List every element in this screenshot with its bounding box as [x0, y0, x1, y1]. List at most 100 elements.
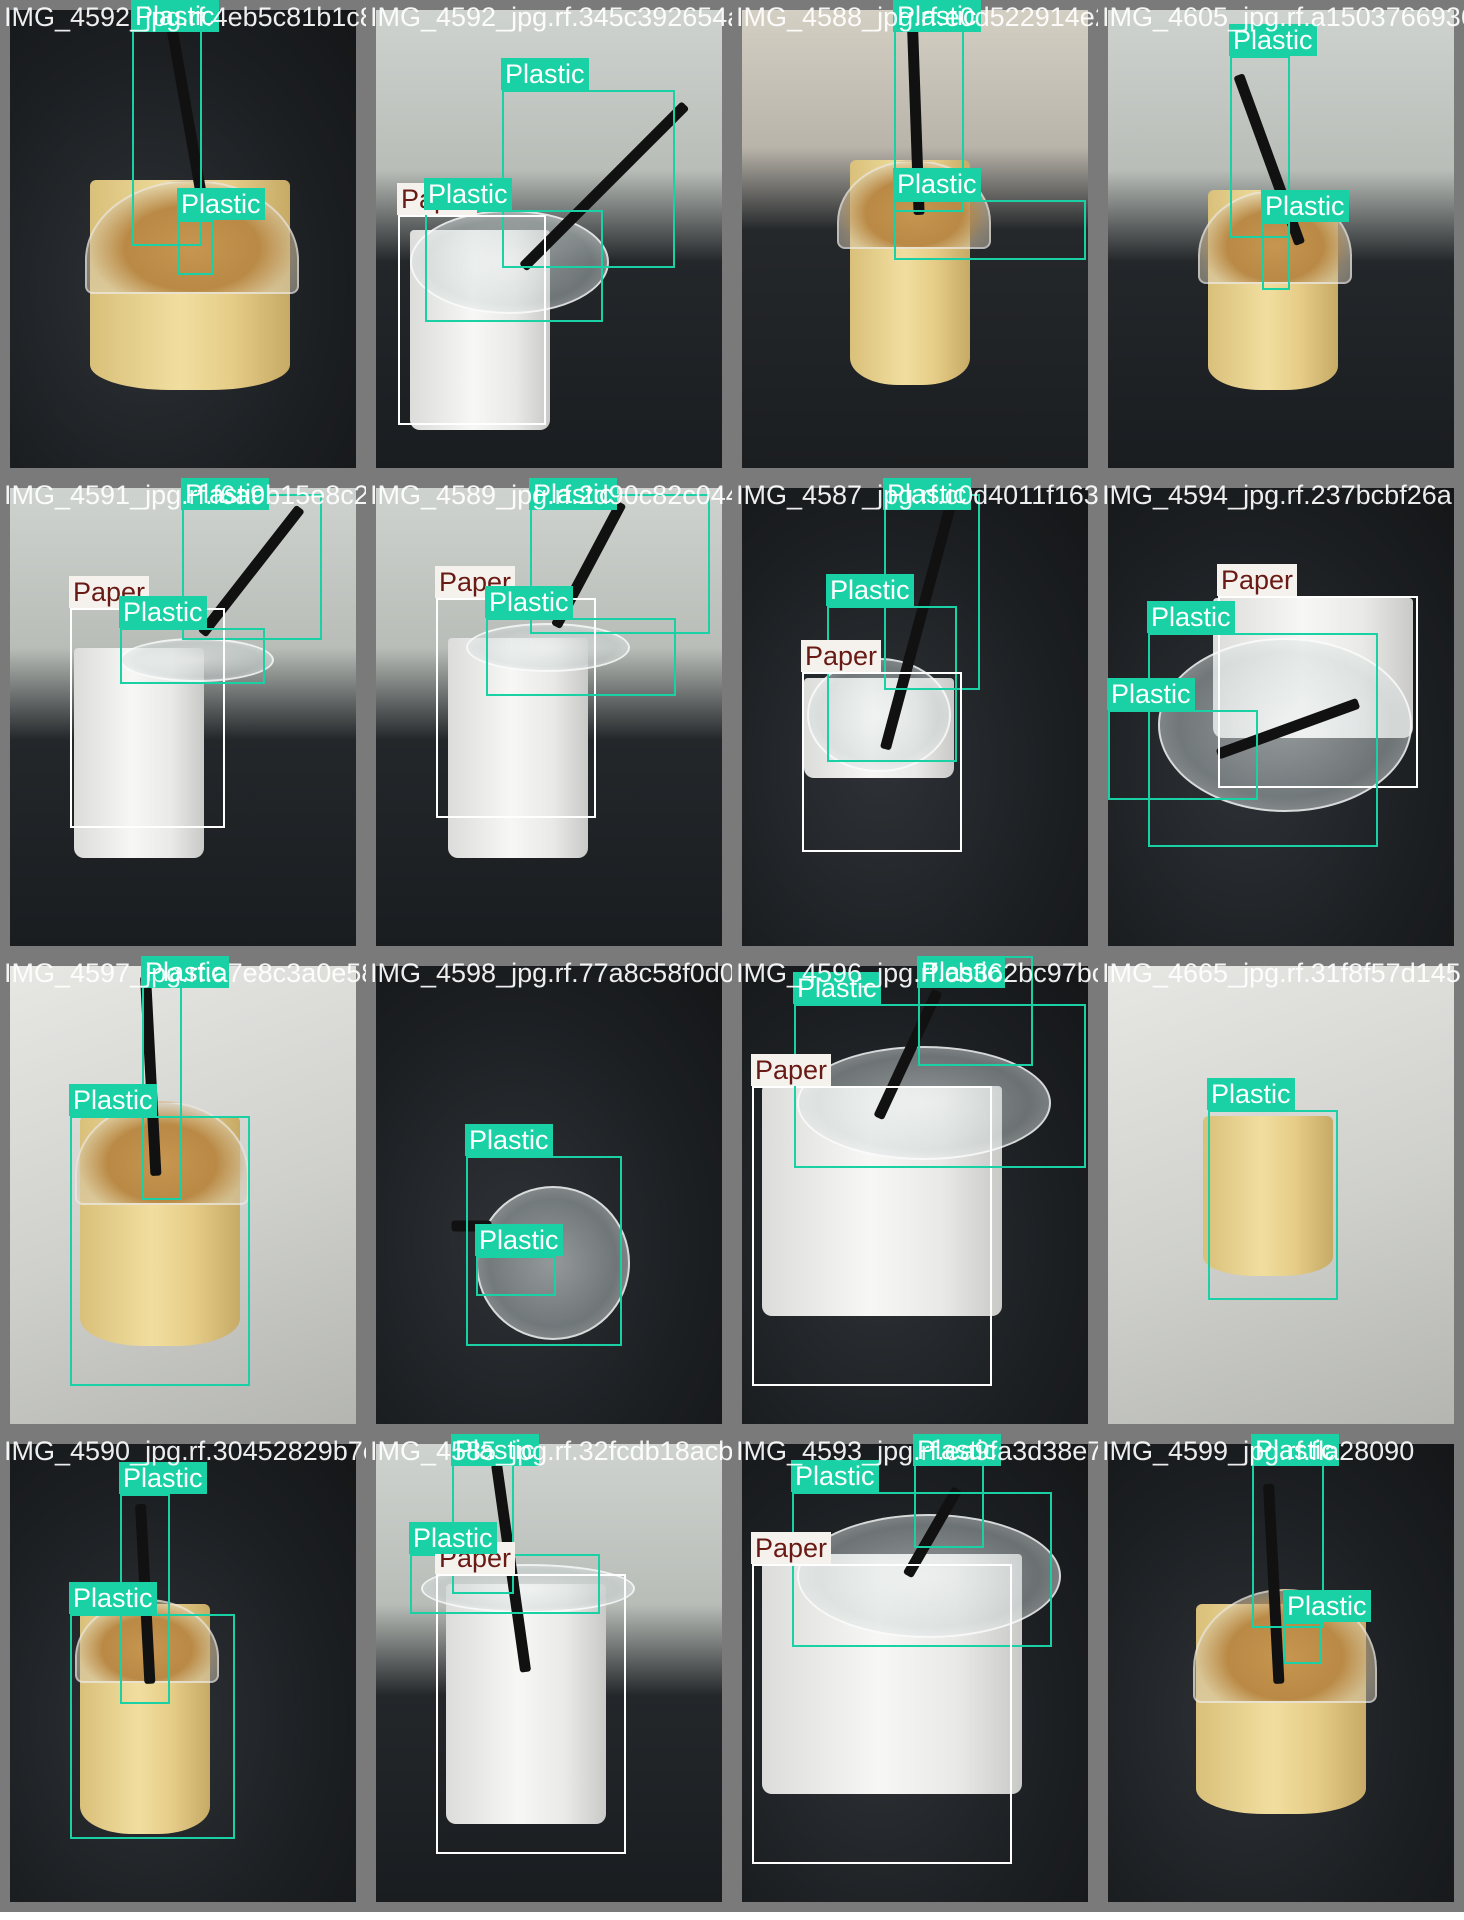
paper-bounding-box: [752, 1086, 992, 1386]
prediction-tile: IMG_4596_jpg.rf.cb362bc97bcd94665Plastic…: [732, 956, 1098, 1434]
plastic-bounding-box: [70, 1614, 235, 1839]
plastic-label: Plastic: [409, 1522, 497, 1554]
plastic-label: Plastic: [529, 478, 617, 510]
plastic-bounding-box: [1148, 633, 1378, 847]
prediction-tile: IMG_4590_jpg.rf.30452829b7e9 Plastic Plast…: [0, 1434, 366, 1912]
plastic-label: Plastic: [501, 58, 589, 90]
paper-label: Paper: [801, 640, 882, 672]
prediction-tile: IMG_4592_jpg.rf.345c392654ade4538c2d84ad…: [366, 0, 732, 478]
prediction-tile: IMG_4665_jpg.rf.31f8f57d145 Plastic: [1098, 956, 1464, 1434]
plastic-bounding-box: [120, 628, 265, 684]
tile-photo: [742, 1444, 1088, 1902]
paper-label: Paper: [751, 1532, 832, 1564]
plastic-label: Plastic: [451, 1434, 539, 1466]
plastic-label: Plastic: [177, 188, 265, 220]
paper-label: Paper: [69, 576, 150, 608]
plastic-label: Plastic: [893, 168, 981, 200]
flat-lid: [807, 658, 951, 772]
paper-cup: [448, 638, 588, 858]
prediction-tile: IMG_4589_jpg.rf.2d90c82c0447456b2a84011f…: [366, 478, 732, 956]
plastic-bounding-box: [1284, 1622, 1322, 1664]
plastic-bounding-box: [466, 1156, 622, 1346]
plastic-label: Plastic: [131, 0, 219, 32]
plastic-bounding-box: [486, 618, 676, 696]
tile-filename: IMG_4589_jpg.rf.2d90c82c0447456b2a84011f: [370, 480, 732, 510]
prediction-tile: IMG_4599_jpg.rf.fla28090 Plastic Plastic: [1098, 1434, 1464, 1912]
plastic-bounding-box: [476, 1256, 556, 1296]
tile-filename: IMG_4588_jpg.rf.e0d522914e2a05a1503f0693…: [736, 2, 1098, 32]
plastic-label: Plastic: [181, 478, 269, 510]
paper-label: Paper: [751, 1054, 832, 1086]
flat-lid: [466, 623, 630, 672]
plastic-bounding-box: [827, 606, 957, 762]
plastic-bounding-box: [1230, 56, 1290, 238]
plastic-bounding-box: [1208, 1110, 1338, 1300]
plastic-bounding-box: [425, 210, 603, 322]
prediction-tile: IMG_4597_jpg.rf.a7e8c3a0e58f0e9774abPlas…: [0, 956, 366, 1434]
prediction-tile: IMG_4585_jpg.rf.32fcdb18acb7b0PlasticPap…: [366, 1434, 732, 1912]
plastic-label: Plastic: [119, 1462, 207, 1494]
plastic-bounding-box: [530, 494, 710, 634]
plastic-label: Plastic: [1261, 190, 1349, 222]
tile-photo: [10, 966, 356, 1424]
tile-filename: IMG_4598_jpg.rf.77a8c58f0d0c3cd2cb362: [370, 958, 732, 988]
paper-bounding-box: [436, 1574, 626, 1854]
plastic-label: Plastic: [119, 596, 207, 628]
plastic-label: Plastic: [424, 178, 512, 210]
prediction-tile: IMG_4598_jpg.rf.77a8c58f0d0c3cd2cb362 Pla…: [366, 956, 732, 1434]
plastic-label: Plastic: [1147, 601, 1235, 633]
prediction-tile: IMG_4592_jpg.rf.4eb5c81b1c89590d4fb245c3…: [0, 0, 366, 478]
paper-bounding-box: [1218, 596, 1418, 788]
plastic-bounding-box: [794, 1004, 1086, 1168]
plastic-label: Plastic: [1251, 1434, 1339, 1466]
tile-filename: IMG_4665_jpg.rf.31f8f57d145: [1102, 958, 1461, 988]
tile-filename: IMG_4596_jpg.rf.cb362bc97bcd94665: [736, 958, 1098, 988]
tile-filename: IMG_4593_jpg.rf.ea9fa3d38e7d: [736, 1436, 1098, 1466]
tile-filename: IMG_4587_jpg.rf.c0d4011f163: [736, 480, 1098, 510]
plastic-label: Plastic: [1107, 678, 1195, 710]
plastic-label: Plastic: [69, 1084, 157, 1116]
tile-photo: [376, 488, 722, 946]
plastic-label: Plastic: [793, 972, 881, 1004]
plastic-label: Plastic: [1229, 24, 1317, 56]
paper-bounding-box: [752, 1564, 1012, 1864]
tile-photo: [1108, 966, 1454, 1424]
tile-photo: [376, 1444, 722, 1902]
plastic-bounding-box: [70, 1116, 250, 1386]
flat-lid: [476, 1186, 630, 1340]
tile-filename: IMG_4585_jpg.rf.32fcdb18acb7b0: [370, 1436, 732, 1466]
flat-lid: [410, 210, 609, 314]
tile-photo: [376, 966, 722, 1424]
paper-cup: [446, 1584, 606, 1824]
tile-photo: [1108, 1444, 1454, 1902]
tile-filename: IMG_4592_jpg.rf.4eb5c81b1c89590d4fb245c3…: [4, 2, 366, 32]
tile-filename: IMG_4605_jpg.rf.a150376693658: [1102, 2, 1464, 32]
tile-photo: [742, 488, 1088, 946]
tile-filename: IMG_4594_jpg.rf.237bcbf26a: [1102, 480, 1452, 510]
prediction-tile: IMG_4587_jpg.rf.c0d4011f163 Plastic Plasti…: [732, 478, 1098, 956]
prediction-tile: IMG_4591_jpg.rf.f6a9b15e8c214589fd721d90…: [0, 478, 366, 956]
plastic-label: Plastic: [1207, 1078, 1295, 1110]
plastic-label: Plastic: [883, 478, 971, 510]
tile-filename: IMG_4599_jpg.rf.fla28090: [1102, 1436, 1415, 1466]
plastic-label: Plastic: [913, 1434, 1001, 1466]
plastic-label: Plastic: [485, 586, 573, 618]
prediction-tile: IMG_4594_jpg.rf.237bcbf26a Paper Plastic Pl…: [1098, 478, 1464, 956]
tile-filename: IMG_4592_jpg.rf.345c392654ade4538c2d84ad…: [370, 2, 732, 32]
prediction-tile: IMG_4588_jpg.rf.e0d522914e2a05a1503f0693…: [732, 0, 1098, 478]
paper-bounding-box: [802, 672, 962, 852]
plastic-label: Plastic: [465, 1124, 553, 1156]
plastic-label: Plastic: [791, 1460, 879, 1492]
prediction-tile: IMG_4605_jpg.rf.a150376693658PlasticPlas…: [1098, 0, 1464, 478]
tile-photo: [1108, 10, 1454, 468]
plastic-label: Plastic: [826, 574, 914, 606]
plastic-label: Plastic: [917, 956, 1005, 988]
plastic-bounding-box: [1262, 222, 1290, 290]
plastic-label: Plastic: [1283, 1590, 1371, 1622]
plastic-cup: [1203, 1116, 1333, 1276]
plastic-label: Plastic: [69, 1582, 157, 1614]
plastic-bounding-box: [1108, 710, 1258, 800]
plastic-bounding-box: [178, 220, 213, 275]
plastic-bounding-box: [894, 200, 1086, 260]
